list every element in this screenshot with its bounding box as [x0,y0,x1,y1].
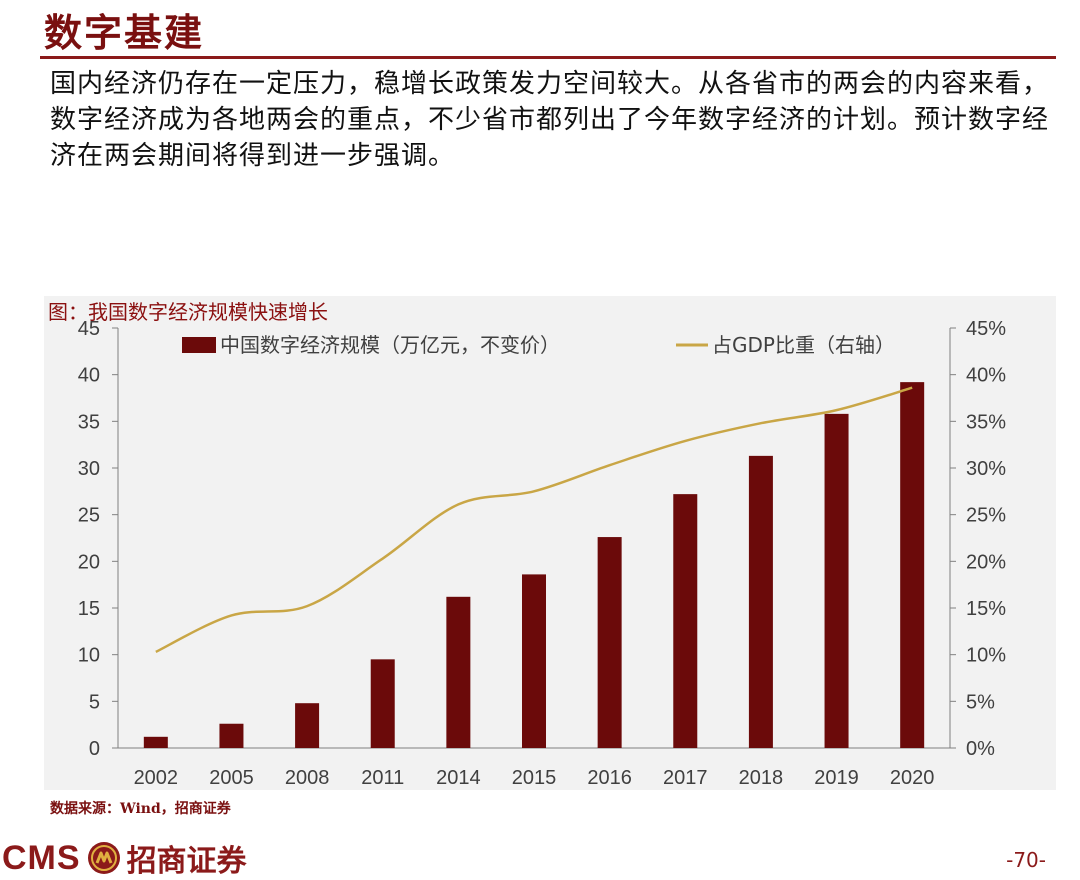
x-tick-label: 2016 [587,767,632,789]
legend-bar-swatch [182,337,216,353]
right-tick-label: 30% [966,458,1006,480]
x-tick-label: 2020 [890,767,935,789]
left-tick-label: 25 [78,505,100,527]
x-tick-label: 2018 [739,767,784,789]
right-tick-label: 35% [966,411,1006,433]
data-source: 数据来源：Wind，招商证券 [50,798,231,818]
left-tick-label: 5 [89,691,100,713]
right-tick-label: 0% [966,738,995,760]
right-tick-label: 25% [966,505,1006,527]
brand-logo-block: CMS 招商证券 [2,836,247,880]
right-tick-label: 5% [966,691,995,713]
right-tick-label: 45% [966,318,1006,340]
x-tick-label: 2017 [663,767,708,789]
x-tick-label: 2005 [209,767,254,789]
x-tick-label: 2019 [814,767,859,789]
bar-2015 [522,574,546,748]
bar-2005 [219,724,243,748]
bar-2018 [749,456,773,748]
left-tick-label: 10 [78,645,100,667]
bar-2011 [371,659,395,748]
brand-name: 招商证券 [127,836,247,880]
right-tick-label: 20% [966,551,1006,573]
x-tick-label: 2014 [436,767,481,789]
right-tick-label: 15% [966,598,1006,620]
left-tick-label: 15 [78,598,100,620]
bar-2016 [598,537,622,748]
left-tick-label: 0 [89,738,100,760]
left-tick-label: 35 [78,411,100,433]
legend-line-label: 占GDP比重（右轴） [712,333,895,357]
bar-2017 [673,494,697,748]
x-tick-label: 2011 [361,767,404,789]
brand-cms-text: CMS [2,839,81,878]
bar-2020 [900,382,924,748]
left-tick-label: 40 [78,365,100,387]
right-tick-label: 10% [966,645,1006,667]
x-tick-label: 2002 [134,767,179,789]
bar-2014 [446,597,470,748]
x-tick-label: 2015 [512,767,557,789]
cms-logo-icon [87,841,121,875]
bar-2008 [295,703,319,748]
chart-title: 图：我国数字经济规模快速增长 [48,296,328,325]
x-tick-label: 2008 [285,767,330,789]
legend-bar-label: 中国数字经济规模（万亿元，不变价） [220,333,560,357]
left-tick-label: 30 [78,458,100,480]
left-tick-label: 20 [78,551,100,573]
right-tick-label: 40% [966,365,1006,387]
bar-2019 [825,414,849,748]
page-number: -70- [1006,848,1046,872]
bar-2002 [144,737,168,748]
